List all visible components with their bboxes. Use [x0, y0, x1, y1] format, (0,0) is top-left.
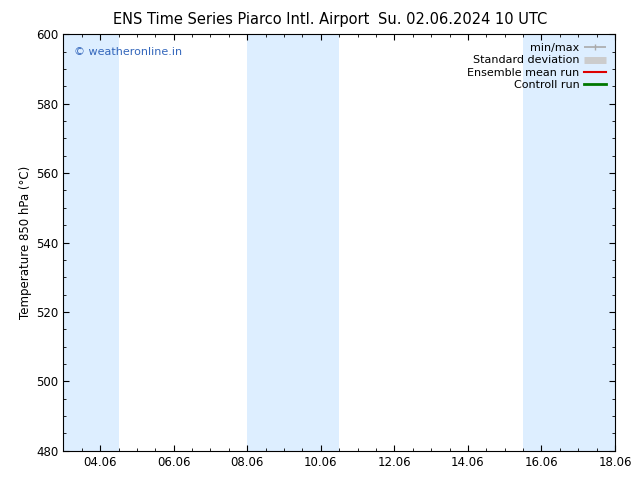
- Bar: [247, 34, 339, 451]
- Text: © weatheronline.in: © weatheronline.in: [74, 47, 183, 57]
- Bar: [523, 34, 615, 451]
- Text: ENS Time Series Piarco Intl. Airport: ENS Time Series Piarco Intl. Airport: [113, 12, 369, 27]
- Text: Su. 02.06.2024 10 UTC: Su. 02.06.2024 10 UTC: [378, 12, 547, 27]
- Y-axis label: Temperature 850 hPa (°C): Temperature 850 hPa (°C): [19, 166, 32, 319]
- Bar: [63, 34, 119, 451]
- Legend: min/max, Standard deviation, Ensemble mean run, Controll run: min/max, Standard deviation, Ensemble me…: [464, 40, 609, 93]
